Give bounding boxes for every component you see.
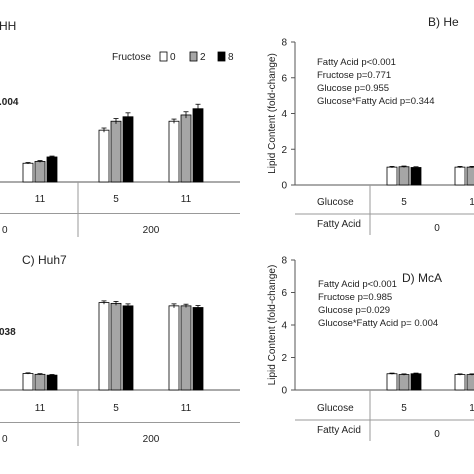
panel-b-stat-line: Glucose p=0.955 [317,83,389,94]
panel-a-bar-8-cat0 [46,156,58,183]
panel-b-stat-line: Fatty Acid p<0.001 [317,57,396,68]
legend-title: Fructose [112,52,151,63]
panel-a-bar-2-cat0 [34,161,46,183]
panel-d-bar-2-cat0 [398,374,410,391]
panel-c-bar-8-cat2 [192,307,204,391]
panel-d-stat-line: Glucose p=0.029 [318,305,390,316]
panel-b-bar-2-cat1 [466,166,474,186]
panel-c-fatty-acid-label: 200 [143,434,160,445]
panel-b-bar-0-cat0 [386,166,398,186]
panel-c-glucose-label: 11 [181,403,192,414]
panel-a-glucose-label: 5 [113,194,119,205]
panel-b-y-tick-label: 0 [281,181,287,192]
panel-a-stat-fragment: .004 [0,97,19,108]
panel-b-bar-2-cat0 [398,166,410,186]
panel-d-title: D) McA [402,271,442,285]
panel-a-glucose-label: 11 [35,194,46,205]
panel-d-stat-line: Glucose*Fatty Acid p= 0.004 [318,318,438,329]
panel-a-fatty-acid-label: 0 [2,225,8,236]
panel-b-glucose-label: 1 [469,197,474,208]
panel-c-bar-2-cat2 [180,305,192,391]
panel-d-glucose-label: 5 [401,403,407,414]
panel-d-bar-0-cat1 [454,374,466,391]
panel-b-y-axis-label: Lipid Content (fold-change) [267,53,278,174]
panel-a-glucose-label: 11 [181,194,192,205]
panel-a-bar-8-cat1 [122,116,134,183]
panel-c-bar-0-cat2 [168,305,180,391]
panel-d-fatty-acid-label: 0 [434,429,440,440]
panel-a-bar-2-cat2 [180,114,192,183]
panel-b-y-tick-label: 2 [281,145,287,156]
panel-b-bar-8-cat0 [410,167,422,186]
legend-swatch-2 [189,51,198,62]
panel-d-bar-8-cat0 [410,373,422,391]
panel-c-fatty-acid-label: 0 [2,434,8,445]
legend-label: 2 [200,52,206,63]
panel-d-stat-line: Fructose p=0.985 [318,292,392,303]
panel-b-stat-line: Fructose p=0.771 [317,70,391,81]
panel-d-y-axis-label: Lipid Content (fold-change) [267,265,278,386]
panel-b-y-tick-label: 8 [281,38,287,49]
panel-d-row-label-fatty-acid: Fatty Acid [317,425,361,436]
panel-b-title: B) He [428,15,459,29]
panel-b-stat-line: Glucose*Fatty Acid p=0.344 [317,96,435,107]
panel-c-glucose-label: 11 [35,403,46,414]
legend-swatch-0 [159,51,168,62]
panel-a-bar-0-cat0 [22,162,34,183]
panel-a-bar-2-cat1 [110,120,122,183]
panel-b-bar-0-cat1 [454,166,466,186]
panel-a-bar-0-cat2 [168,120,180,183]
panel-c-bar-0-cat1 [98,302,110,391]
legend-label: 8 [228,52,234,63]
panel-c-title: C) Huh7 [22,253,67,267]
panel-d-y-tick-label: 8 [281,256,287,267]
panel-c-bar-0-cat0 [22,373,34,391]
panel-b-y-tick-label: 4 [281,109,287,120]
panel-a-title: HH [0,19,16,33]
panel-b-row-label-glucose: Glucose [317,197,354,208]
panel-a-fatty-acid-label: 200 [143,225,160,236]
panel-d-y-tick-label: 0 [281,386,287,397]
panel-c-bar-2-cat1 [110,302,122,391]
panel-a-bar-0-cat1 [98,129,110,183]
panel-d-row-label-glucose: Glucose [317,403,354,414]
panel-d-y-tick-label: 4 [281,321,287,332]
panel-d-stat-line: Fatty Acid p<0.001 [318,279,397,290]
panel-a-bar-8-cat2 [192,108,204,183]
panel-b-glucose-label: 5 [401,197,407,208]
panel-c-glucose-label: 5 [113,403,119,414]
panel-b-y-tick-label: 6 [281,73,287,84]
panel-b-fatty-acid-label: 0 [434,223,440,234]
legend-swatch-8 [217,51,226,62]
panel-c-bar-2-cat0 [34,373,46,391]
panel-d-glucose-label: 1 [469,403,474,414]
panel-c-bar-8-cat1 [122,305,134,391]
legend-label: 0 [170,52,176,63]
panel-d-bar-2-cat1 [466,374,474,391]
panel-d-y-tick-label: 6 [281,288,287,299]
panel-c-stat-fragment: 038 [0,327,16,338]
panel-c-bar-8-cat0 [46,374,58,391]
panel-d-bar-0-cat0 [386,373,398,391]
panel-b-row-label-fatty-acid: Fatty Acid [317,219,361,230]
panel-d-y-tick-label: 2 [281,353,287,364]
